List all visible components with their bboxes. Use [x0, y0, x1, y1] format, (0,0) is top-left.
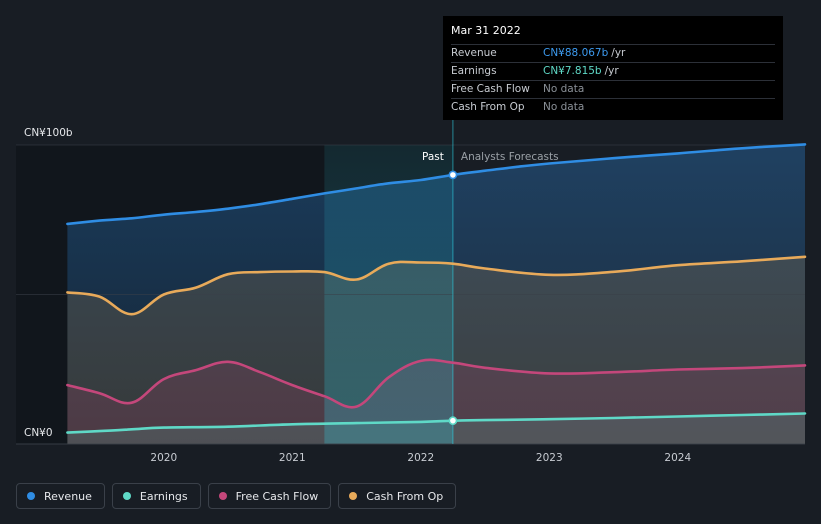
legend-label: Earnings — [139, 489, 188, 503]
y-axis-bottom-label: CN¥0 — [24, 427, 53, 439]
x-tick-label: 2024 — [664, 452, 691, 464]
free-cash-flow-dot-icon — [218, 492, 227, 500]
legend: Revenue Earnings Free Cash Flow Cash Fro… — [16, 483, 457, 509]
legend-label: Free Cash Flow — [235, 489, 319, 503]
line-earnings — [66, 412, 807, 434]
legend-item-cash-from-op[interactable]: Cash From Op — [338, 483, 457, 509]
legend-label: Cash From Op — [366, 489, 444, 503]
line-cash-from-op — [66, 255, 807, 316]
x-tick-label: 2020 — [150, 452, 177, 464]
tooltip-date: Mar 31 2022 — [451, 24, 521, 37]
y-axis-top-label: CN¥100b — [24, 127, 73, 139]
tooltip: Mar 31 2022 Revenue CN¥88.067b /yr Earni… — [443, 16, 783, 120]
tooltip-value: CN¥7.815b — [543, 65, 602, 77]
line-revenue — [66, 143, 807, 226]
legend-item-earnings[interactable]: Earnings — [111, 483, 201, 509]
x-tick-label: 2023 — [536, 452, 563, 464]
tooltip-value: No data — [543, 101, 585, 113]
tooltip-label: Earnings — [451, 65, 497, 77]
tooltip-row-cash-from-op: Cash From Op No data — [451, 98, 775, 116]
marker-earnings — [448, 416, 458, 426]
line-free-cash-flow — [66, 358, 807, 409]
tooltip-value: CN¥88.067b — [543, 47, 609, 59]
tooltip-label: Revenue — [451, 47, 497, 59]
tooltip-row-earnings: Earnings CN¥7.815b /yr — [451, 62, 775, 80]
tooltip-value: No data — [543, 83, 585, 95]
tooltip-unit: /yr — [611, 47, 626, 59]
marker-revenue — [448, 170, 458, 180]
tooltip-label: Free Cash Flow — [451, 83, 530, 95]
tooltip-row-free-cash-flow: Free Cash Flow No data — [451, 80, 775, 98]
x-tick-label: 2021 — [279, 452, 306, 464]
tooltip-row-revenue: Revenue CN¥88.067b /yr — [451, 44, 775, 62]
tooltip-unit: /yr — [604, 65, 619, 77]
revenue-dot-icon — [27, 492, 35, 500]
legend-item-revenue[interactable]: Revenue — [16, 483, 105, 509]
cash-from-op-dot-icon — [349, 492, 358, 500]
x-tick-label: 2022 — [407, 452, 434, 464]
earnings-dot-icon — [122, 492, 131, 500]
legend-label: Revenue — [44, 489, 92, 503]
forecast-label: Analysts Forecasts — [461, 151, 559, 163]
past-label: Past — [422, 151, 444, 163]
tooltip-label: Cash From Op — [451, 101, 525, 113]
legend-item-free-cash-flow[interactable]: Free Cash Flow — [207, 483, 332, 509]
